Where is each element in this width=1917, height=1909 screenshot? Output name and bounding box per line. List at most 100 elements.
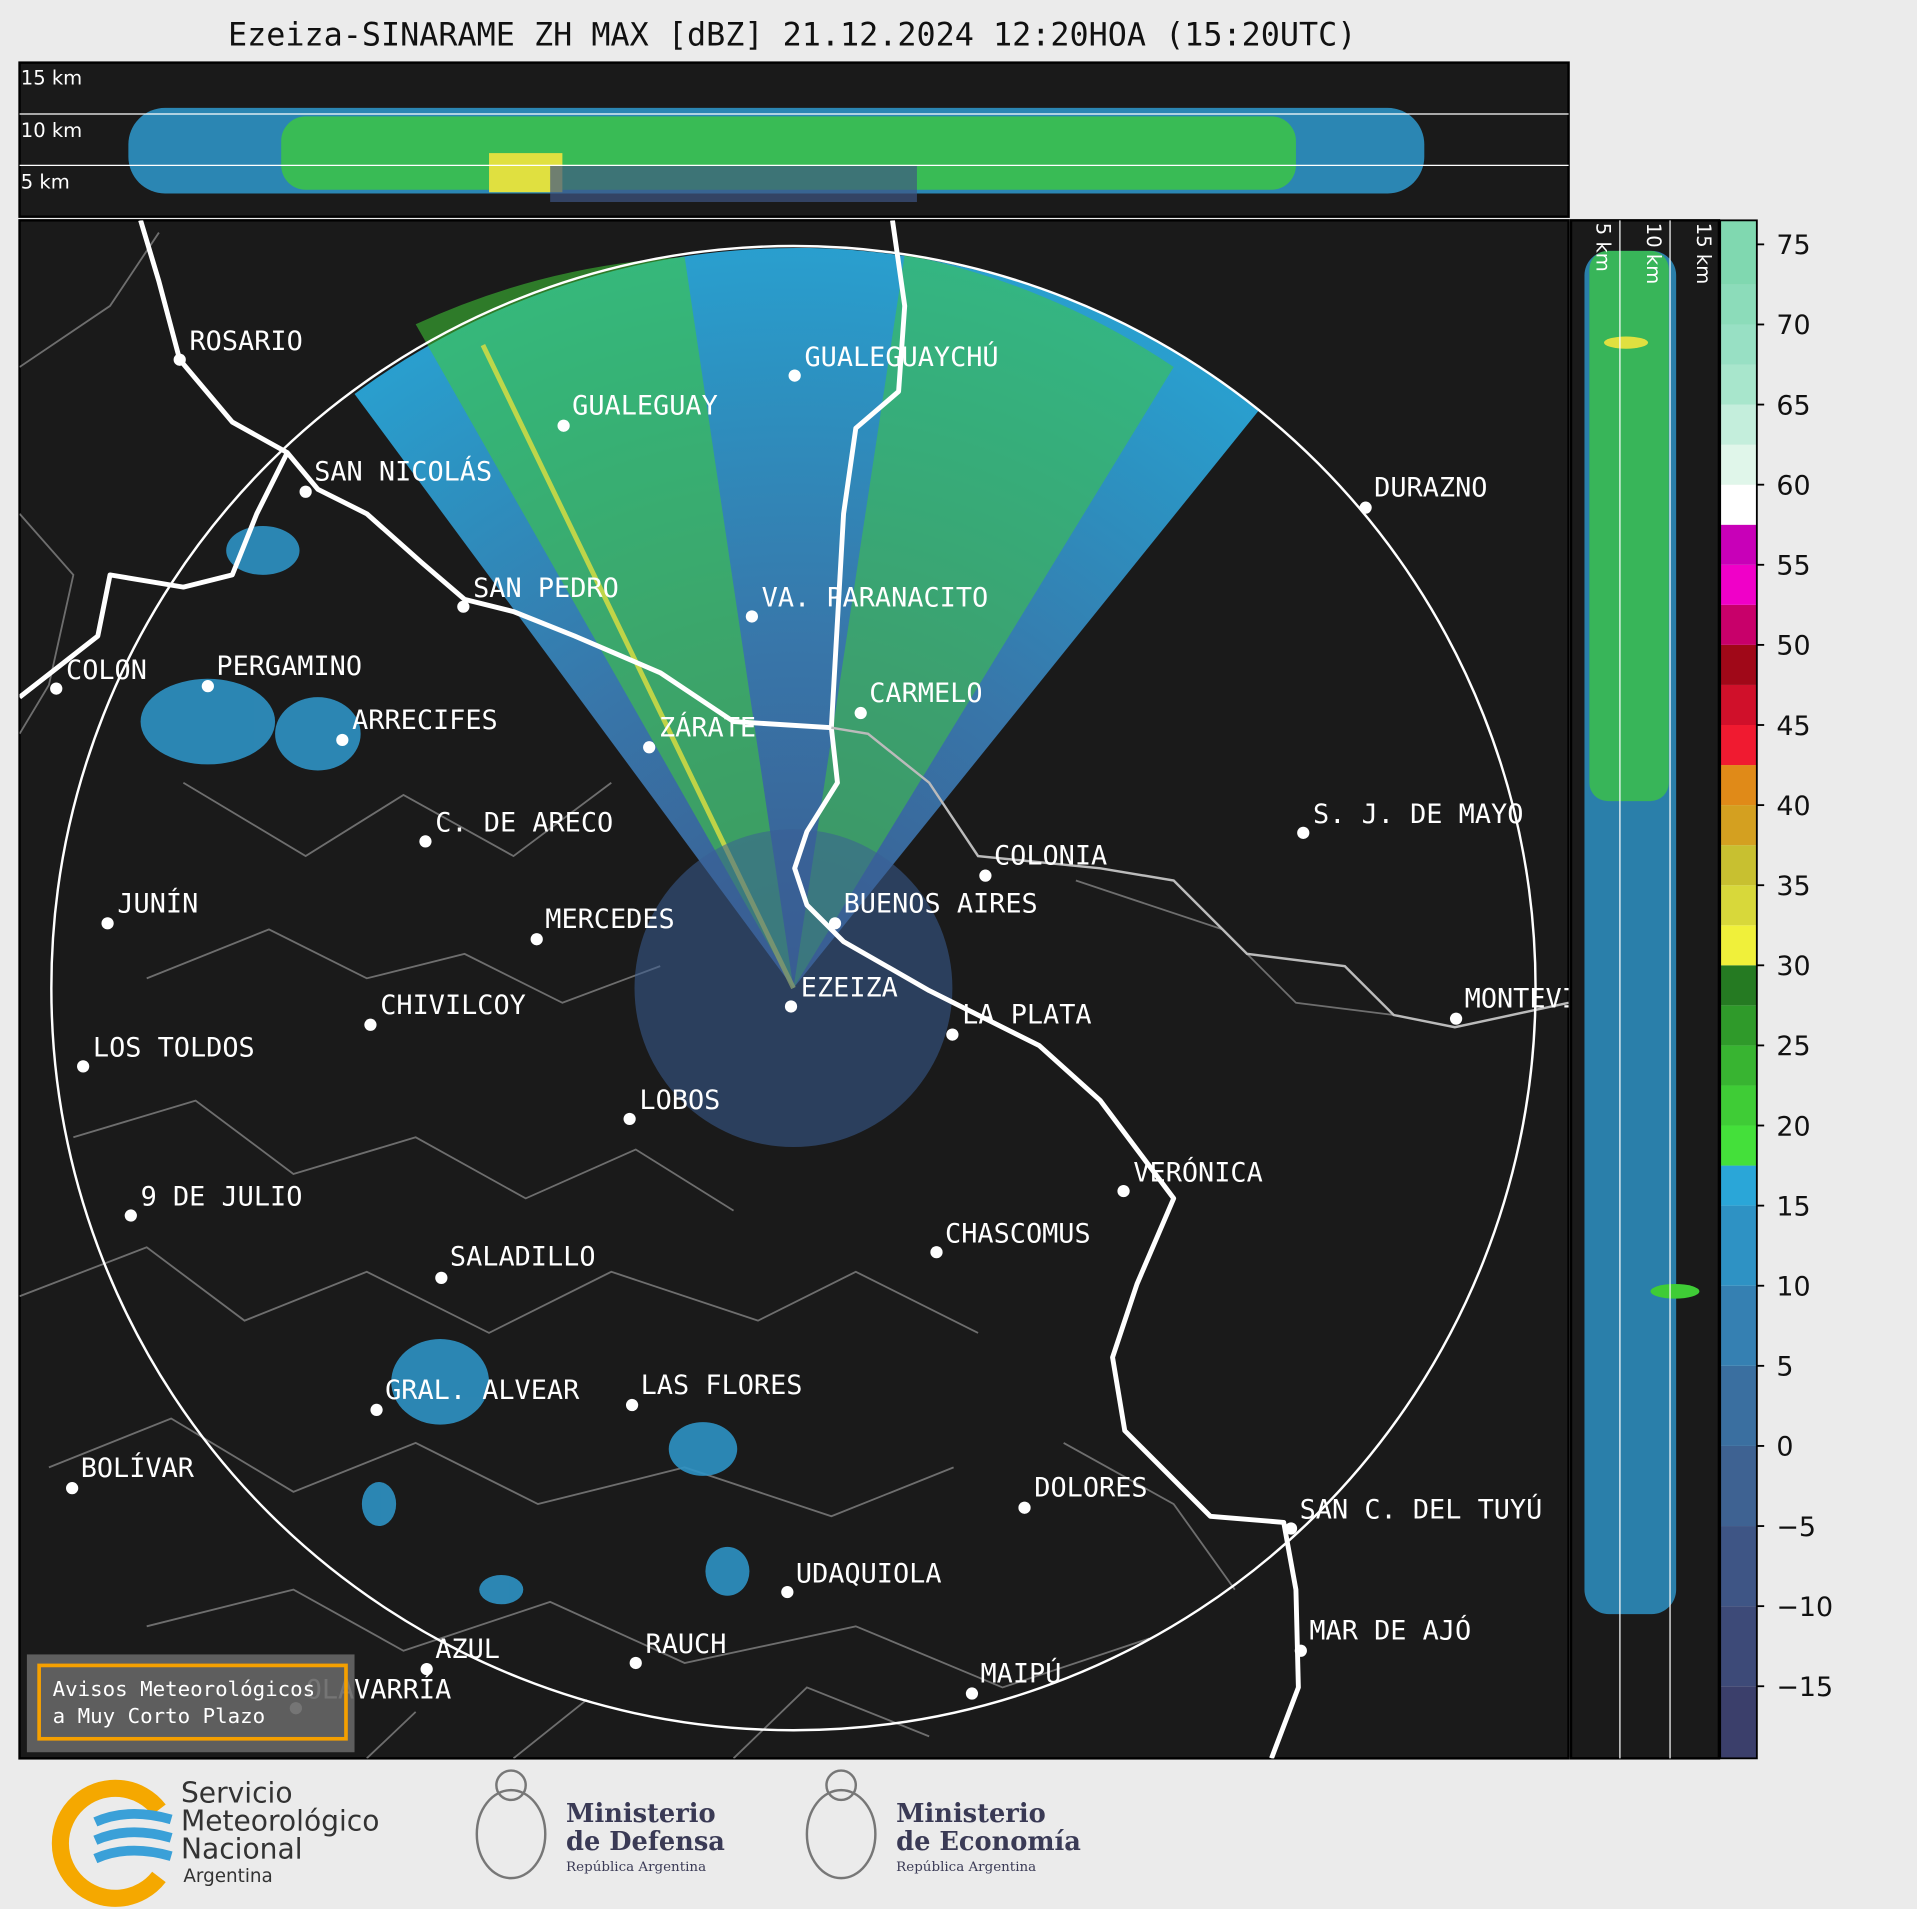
city-marker [370, 1403, 383, 1417]
color-segment [1720, 404, 1757, 445]
echo-core [1650, 1283, 1700, 1299]
color-segment [1720, 1165, 1757, 1206]
city-label: ZÁRATE [659, 711, 756, 743]
city-marker [435, 1271, 448, 1284]
tick-label: −15 [1776, 1672, 1833, 1703]
map-layer: ROSARIO GUALEGUAYCHÚ GUALEGUAY SAN NICOLÁS D… [19, 220, 1569, 1759]
color-segment [1720, 805, 1757, 846]
tick-label: 10 [1776, 1272, 1810, 1303]
city-marker [201, 680, 214, 693]
city-label: ARRECIFES [352, 705, 498, 736]
city-marker [50, 682, 63, 695]
notice-text: a Muy Corto Plazo [53, 1704, 266, 1728]
city-label: DOLORES [1034, 1473, 1147, 1504]
city-label: PERGAMINO [216, 651, 362, 682]
color-segment [1720, 1125, 1757, 1166]
city-marker [784, 1000, 798, 1013]
color-segment [1720, 284, 1757, 325]
city-marker [66, 1482, 79, 1495]
tick-label: 35 [1776, 871, 1810, 902]
city-label: CHASCOMUS [945, 1218, 1091, 1249]
city-label: AZUL [435, 1634, 500, 1665]
color-segment [1720, 1285, 1757, 1366]
city-label: GUALEGUAYCHÚ [804, 341, 998, 373]
city-label: CHIVILCOY [380, 990, 526, 1021]
tick-label: −5 [1776, 1512, 1816, 1543]
height-label: 5 km [21, 171, 70, 194]
city-marker [420, 1662, 433, 1676]
city-label: EZEIZA [801, 973, 898, 1004]
city-label: UDAQUIOLA [796, 1558, 942, 1589]
tick-label: 40 [1776, 791, 1810, 822]
city-marker [173, 353, 186, 366]
logo-text: de Economía [896, 1827, 1081, 1857]
logo-text: Servicio [181, 1776, 293, 1809]
tick-label: 15 [1776, 1191, 1810, 1222]
city-marker [336, 733, 349, 747]
color-segment [1720, 1686, 1757, 1759]
echo-cells [140, 525, 750, 1605]
city-marker [364, 1018, 377, 1031]
city-marker [623, 1112, 636, 1126]
tick-label: −10 [1776, 1592, 1833, 1623]
logo-text: Meteorológico [181, 1804, 380, 1837]
color-segment [1720, 484, 1757, 525]
city-label: BUENOS AIRES [844, 888, 1038, 919]
tick-label: 70 [1776, 310, 1810, 341]
city-label: LOBOS [639, 1085, 720, 1116]
city-marker [1018, 1501, 1031, 1514]
rivers [19, 220, 1301, 1759]
city-label: ROSARIO [189, 326, 302, 357]
city-marker [557, 419, 570, 432]
height-label: 15 km [21, 67, 82, 90]
city-marker [1359, 501, 1372, 514]
city-marker [1117, 1184, 1130, 1198]
color-segment [1720, 324, 1757, 365]
city-marker [930, 1246, 943, 1259]
color-segment [1720, 1606, 1757, 1687]
city-label: SALADILLO [450, 1242, 596, 1273]
city-marker [828, 917, 842, 930]
city-label: GUALEGUAY [572, 391, 718, 422]
echo-fan [415, 257, 794, 989]
color-segment [1720, 444, 1757, 485]
city-label: SAN C. DEL TUYÚ [1300, 1494, 1543, 1526]
city-marker [124, 1209, 137, 1222]
city-label: CARMELO [869, 678, 982, 709]
borders [19, 232, 1394, 1759]
city-marker [946, 1028, 959, 1041]
city-label: LOS TOLDOS [93, 1033, 255, 1064]
tick-label: 0 [1776, 1432, 1793, 1463]
city-marker [979, 869, 992, 882]
coat-of-arms [475, 1769, 877, 1880]
city-label: RAUCH [646, 1629, 727, 1660]
tick-label: 25 [1776, 1031, 1810, 1062]
city-marker [77, 1060, 90, 1073]
city-marker [457, 600, 470, 613]
notice-text: Avisos Meteorológicos [53, 1677, 316, 1701]
tick-label: 30 [1776, 951, 1810, 982]
color-segment [1720, 1526, 1757, 1607]
city-marker [965, 1687, 979, 1700]
color-segment [1720, 604, 1757, 645]
color-segment [1720, 364, 1757, 405]
city-label: BOLÍVAR [81, 1452, 195, 1484]
color-segment [1720, 925, 1757, 966]
city-marker [625, 1398, 639, 1412]
logo-text: República Argentina [566, 1860, 706, 1875]
color-segment [1720, 965, 1757, 1006]
tick-label: 75 [1776, 230, 1810, 261]
city-layer: ROSARIO GUALEGUAYCHÚ GUALEGUAY SAN NICOLÁS D… [50, 326, 1569, 1715]
city-marker [101, 917, 114, 930]
logo-text: República Argentina [896, 1860, 1036, 1875]
city-label: MAIPÚ [981, 1658, 1062, 1690]
city-marker [530, 933, 543, 946]
city-marker [1284, 1522, 1298, 1535]
echo-fan [793, 254, 1174, 989]
coast [831, 726, 1569, 1029]
city-marker [299, 485, 312, 498]
color-segment [1720, 1005, 1757, 1046]
color-segment [1720, 1085, 1757, 1126]
city-marker [1297, 826, 1310, 839]
